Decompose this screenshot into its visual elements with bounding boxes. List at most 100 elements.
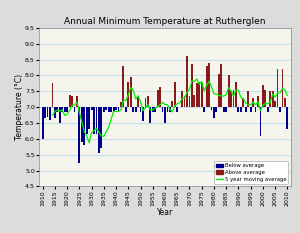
Bar bbox=[262, 85, 264, 107]
Bar bbox=[79, 107, 80, 163]
Bar bbox=[49, 107, 51, 120]
Bar bbox=[225, 107, 227, 112]
Bar bbox=[162, 107, 164, 112]
Bar bbox=[83, 107, 85, 145]
Bar bbox=[213, 107, 215, 118]
Bar bbox=[140, 107, 142, 112]
Bar bbox=[125, 107, 127, 112]
Bar bbox=[169, 107, 171, 112]
Bar bbox=[64, 107, 66, 112]
Bar bbox=[152, 107, 154, 112]
Bar bbox=[108, 107, 109, 112]
Bar bbox=[223, 107, 225, 112]
Bar bbox=[196, 83, 198, 107]
Bar bbox=[86, 107, 88, 134]
Bar bbox=[52, 83, 53, 107]
Bar bbox=[142, 107, 144, 121]
Bar bbox=[137, 96, 139, 107]
Bar bbox=[100, 107, 102, 148]
Bar bbox=[269, 91, 271, 107]
Bar bbox=[81, 107, 83, 142]
Bar bbox=[235, 82, 237, 107]
Bar bbox=[274, 101, 276, 107]
Bar bbox=[272, 91, 274, 107]
Bar bbox=[66, 107, 68, 112]
Bar bbox=[206, 66, 208, 107]
Bar bbox=[113, 107, 115, 112]
Bar bbox=[238, 107, 239, 112]
Bar bbox=[198, 82, 200, 107]
Bar bbox=[61, 107, 63, 112]
Bar bbox=[122, 66, 124, 107]
Bar bbox=[284, 98, 286, 107]
Bar bbox=[281, 69, 284, 107]
Bar bbox=[279, 107, 281, 112]
Bar bbox=[186, 56, 188, 107]
Bar bbox=[157, 90, 159, 107]
Bar bbox=[59, 107, 61, 123]
Bar bbox=[132, 107, 134, 112]
Bar bbox=[201, 83, 203, 107]
Bar bbox=[103, 107, 105, 112]
Bar bbox=[159, 87, 161, 107]
Bar bbox=[54, 107, 56, 118]
Bar bbox=[191, 64, 193, 107]
Bar bbox=[93, 107, 95, 134]
Bar bbox=[105, 107, 107, 110]
Bar bbox=[171, 101, 173, 107]
Bar bbox=[56, 107, 58, 112]
Bar bbox=[154, 107, 156, 112]
Bar bbox=[245, 107, 247, 112]
Bar bbox=[76, 96, 78, 107]
Bar bbox=[247, 91, 249, 107]
Bar bbox=[71, 96, 73, 107]
Bar bbox=[267, 107, 269, 112]
Bar bbox=[118, 107, 119, 112]
Bar bbox=[88, 107, 90, 129]
Bar bbox=[96, 107, 98, 134]
Bar bbox=[232, 90, 234, 107]
Bar bbox=[74, 107, 75, 112]
Bar bbox=[147, 96, 149, 107]
Title: Annual Minimum Temperature at Rutherglen: Annual Minimum Temperature at Rutherglen bbox=[64, 17, 266, 26]
Bar bbox=[203, 107, 205, 112]
Bar bbox=[135, 107, 137, 112]
Bar bbox=[208, 63, 210, 107]
Bar bbox=[176, 107, 178, 112]
Bar bbox=[286, 107, 288, 129]
X-axis label: Year: Year bbox=[157, 208, 173, 217]
Bar bbox=[128, 82, 129, 107]
Bar bbox=[167, 107, 168, 112]
Bar bbox=[130, 77, 132, 107]
Bar bbox=[174, 82, 176, 107]
Bar bbox=[230, 91, 232, 107]
Bar bbox=[252, 98, 254, 107]
Bar bbox=[188, 96, 190, 107]
Bar bbox=[220, 64, 222, 107]
Bar bbox=[42, 107, 43, 139]
Bar bbox=[69, 95, 70, 107]
Bar bbox=[228, 75, 230, 107]
Bar bbox=[250, 107, 251, 112]
Bar bbox=[242, 98, 244, 107]
Bar bbox=[164, 107, 166, 123]
Bar bbox=[257, 96, 259, 107]
Bar bbox=[240, 107, 242, 112]
Bar bbox=[184, 96, 185, 107]
Bar bbox=[110, 107, 112, 112]
Bar bbox=[44, 107, 46, 118]
Bar bbox=[264, 90, 266, 107]
Bar bbox=[120, 103, 122, 107]
Bar bbox=[215, 107, 217, 112]
Bar bbox=[145, 98, 146, 107]
Bar bbox=[218, 74, 220, 107]
Bar bbox=[181, 91, 183, 107]
Legend: Below average, Above average, 5 year moving average: Below average, Above average, 5 year mov… bbox=[214, 161, 288, 184]
Bar bbox=[115, 107, 117, 110]
Bar bbox=[255, 107, 256, 112]
Bar bbox=[149, 107, 151, 123]
Bar bbox=[98, 107, 100, 153]
Bar bbox=[46, 107, 49, 117]
Y-axis label: Temperature (°C): Temperature (°C) bbox=[15, 74, 24, 140]
Bar bbox=[260, 107, 261, 136]
